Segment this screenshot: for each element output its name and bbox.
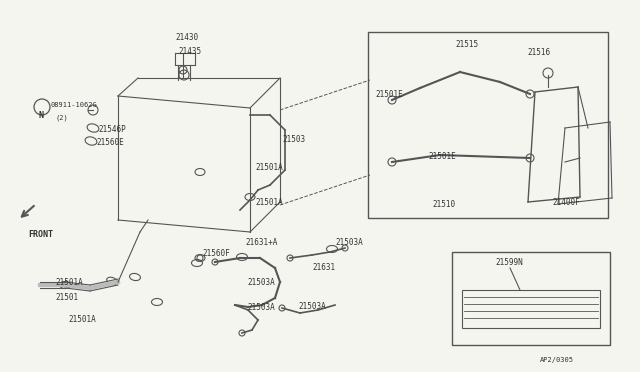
- Text: 21560F: 21560F: [202, 249, 230, 258]
- Text: 21501E: 21501E: [428, 152, 456, 161]
- Text: 21501A: 21501A: [68, 315, 96, 324]
- Text: 21631+A: 21631+A: [245, 238, 277, 247]
- Text: (2): (2): [55, 114, 68, 121]
- Text: N: N: [38, 111, 43, 120]
- Text: 21503A: 21503A: [335, 238, 363, 247]
- Text: 21501A: 21501A: [55, 278, 83, 287]
- Text: 21503A: 21503A: [247, 278, 275, 287]
- Text: 21501: 21501: [55, 293, 78, 302]
- Bar: [368, 32, 608, 218]
- Bar: [462, 290, 600, 328]
- Text: 21501E: 21501E: [375, 90, 403, 99]
- Text: 21546P: 21546P: [98, 125, 125, 134]
- Text: 21515: 21515: [455, 40, 478, 49]
- Text: 21501A: 21501A: [255, 198, 283, 207]
- Text: 21631: 21631: [312, 263, 335, 272]
- Text: 21503A: 21503A: [247, 303, 275, 312]
- Text: 08911-1062G: 08911-1062G: [50, 102, 97, 108]
- Text: 21435: 21435: [178, 47, 201, 56]
- Text: 21501A: 21501A: [255, 163, 283, 172]
- Text: 21599N: 21599N: [495, 258, 523, 267]
- Text: 21503: 21503: [282, 135, 305, 144]
- Text: AP2/0305: AP2/0305: [540, 357, 574, 363]
- Text: 21430: 21430: [175, 33, 198, 42]
- Text: 21510: 21510: [432, 200, 455, 209]
- Bar: [452, 252, 610, 345]
- Text: 21560E: 21560E: [96, 138, 124, 147]
- Text: 21516: 21516: [527, 48, 550, 57]
- Text: 21503A: 21503A: [298, 302, 326, 311]
- Text: 21400F: 21400F: [552, 198, 580, 207]
- Text: FRONT: FRONT: [28, 230, 53, 239]
